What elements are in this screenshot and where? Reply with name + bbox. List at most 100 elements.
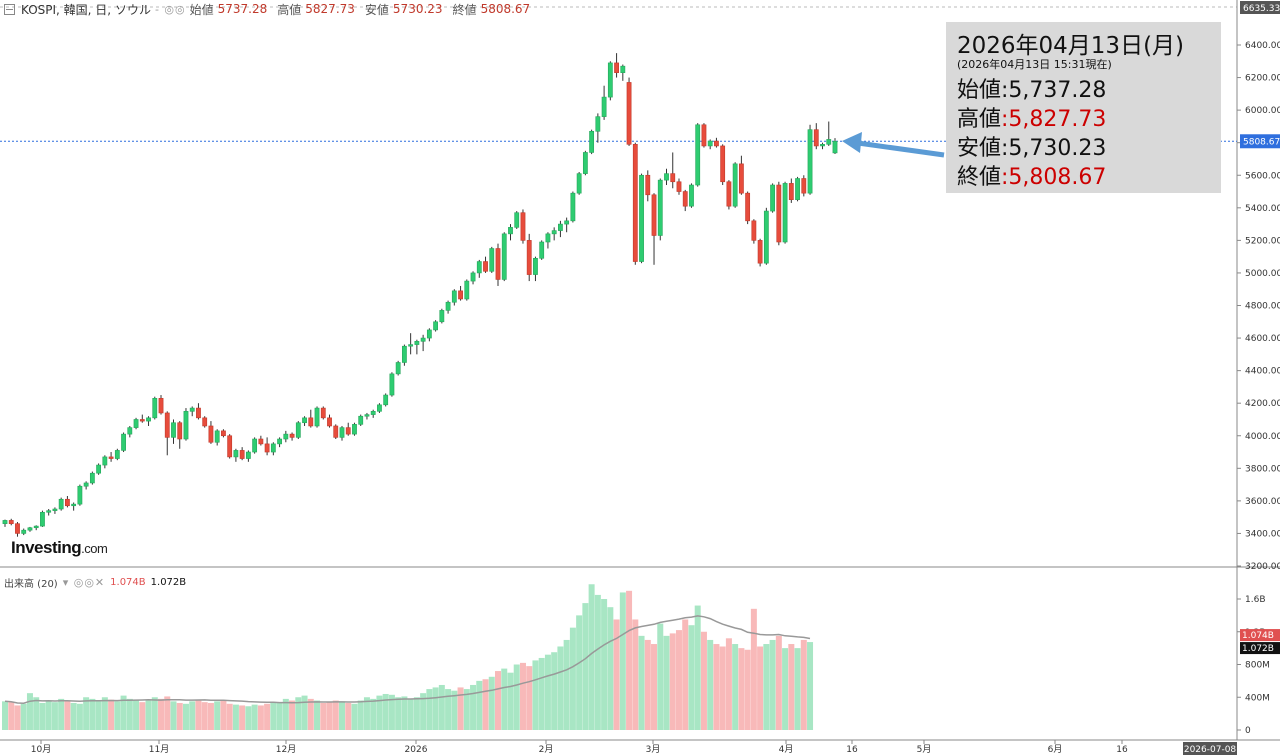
volume-bar [226, 703, 233, 730]
candle-body [377, 404, 382, 412]
volume-bar [95, 700, 102, 730]
volume-bar [420, 693, 427, 730]
volume-bar [158, 698, 165, 730]
volume-bars [2, 584, 814, 730]
volume-bar [376, 695, 383, 730]
volume-bar [26, 693, 33, 730]
candle-body [626, 82, 632, 145]
volume-tick-label: 400M [1245, 693, 1270, 703]
candle-body [451, 290, 457, 303]
volume-bar [675, 630, 682, 730]
volume-bar [401, 696, 408, 730]
volume-bar [445, 689, 452, 730]
candle-body [614, 62, 619, 73]
candle-body [227, 435, 233, 458]
low-label: 安値 [364, 2, 389, 17]
volume-bar [39, 702, 46, 730]
volume-bar [257, 705, 264, 730]
candle-body [788, 183, 794, 200]
volume-label[interactable]: 出来高 (20) [4, 579, 58, 590]
max-price-label: 6635.33 [1243, 4, 1280, 14]
candle-body [320, 407, 326, 419]
volume-bar [83, 697, 90, 730]
candle-body [439, 310, 445, 323]
info-close: 終値:5,808.67 [957, 165, 1107, 190]
candle-body [339, 427, 345, 438]
candle-body [283, 433, 289, 440]
candle-body [33, 525, 39, 529]
volume-bar [613, 619, 620, 730]
candle-body [21, 529, 27, 534]
time-tick-label: 16 [1116, 745, 1128, 755]
candle-body [71, 503, 77, 507]
candle-body [277, 438, 282, 445]
candle-body [133, 419, 139, 428]
candle-body [632, 144, 638, 262]
candle-body [689, 184, 694, 207]
volume-bar [232, 704, 239, 730]
volume-bar [719, 646, 726, 730]
candle-body [239, 450, 245, 459]
price-tick-label: 6200.00 [1245, 74, 1280, 84]
volume-settings-icons[interactable]: ▾ ◎◎✕ [62, 576, 106, 589]
volume-bar [594, 594, 601, 730]
time-tick-label: 2026 [405, 745, 428, 755]
price-tick-label: 3800.00 [1245, 464, 1280, 474]
candle-body [102, 456, 108, 466]
candle-body [508, 227, 513, 235]
volume-tick-label: 1.6B [1245, 595, 1266, 605]
candle-body [751, 220, 757, 241]
candle-body [252, 438, 258, 453]
volume-bar [495, 671, 502, 730]
volume-bar [738, 648, 745, 730]
volume-bar [20, 703, 27, 730]
candle-body [327, 417, 332, 427]
volume-badge-label: 1.074B [1242, 631, 1274, 641]
volume-bar [108, 699, 115, 730]
volume-bar [526, 666, 533, 730]
volume-bar [282, 698, 289, 730]
high-label: 高値 [277, 2, 302, 17]
volume-bar [164, 696, 171, 730]
settings-icons[interactable]: - ◎◎ [154, 2, 186, 16]
candle-body [651, 194, 657, 236]
volume-bar [788, 644, 795, 730]
candle-body [726, 181, 732, 207]
candle-body [108, 456, 114, 459]
candle-body [589, 130, 595, 153]
arrow-shaft [857, 140, 945, 158]
volume-bar [207, 702, 214, 730]
info-box: 2026年04月13日(月) (2026年04月13日 15:31現在) 始値:… [946, 22, 1221, 193]
candle-body [595, 116, 601, 132]
volume-bar [707, 639, 714, 730]
volume-bar [538, 657, 545, 730]
volume-bar [314, 700, 321, 730]
volume-bar [351, 703, 358, 730]
candle-body [221, 430, 226, 437]
volume-bar [2, 701, 8, 730]
candle-body [445, 301, 451, 311]
time-tick-label: 3月 [646, 744, 661, 755]
volume-bar [64, 701, 71, 730]
symbol-title[interactable]: KOSPI, 韓国, 日, ソウル [21, 2, 151, 17]
high-value: 5827.73 [305, 2, 355, 16]
time-tick-label: 16 [846, 745, 858, 755]
volume-bar [476, 680, 483, 730]
end-date-label: 2026-07-08 [1184, 745, 1237, 755]
volume-ma-line [4, 615, 811, 704]
info-high: 高値:5,827.73 [957, 107, 1107, 132]
candle-body [714, 140, 719, 147]
candle-body [763, 210, 769, 264]
volume-bar [607, 607, 614, 730]
volume-bar [688, 625, 695, 730]
time-tick-label: 12月 [276, 744, 296, 755]
candle-body [682, 191, 688, 207]
volume-bar [663, 635, 670, 730]
price-tick-label: 3400.00 [1245, 529, 1280, 539]
candle-body [801, 178, 807, 194]
candle-body [196, 407, 201, 419]
candle-body [345, 427, 351, 435]
candle-body [401, 345, 407, 363]
collapse-icon[interactable] [4, 3, 15, 15]
